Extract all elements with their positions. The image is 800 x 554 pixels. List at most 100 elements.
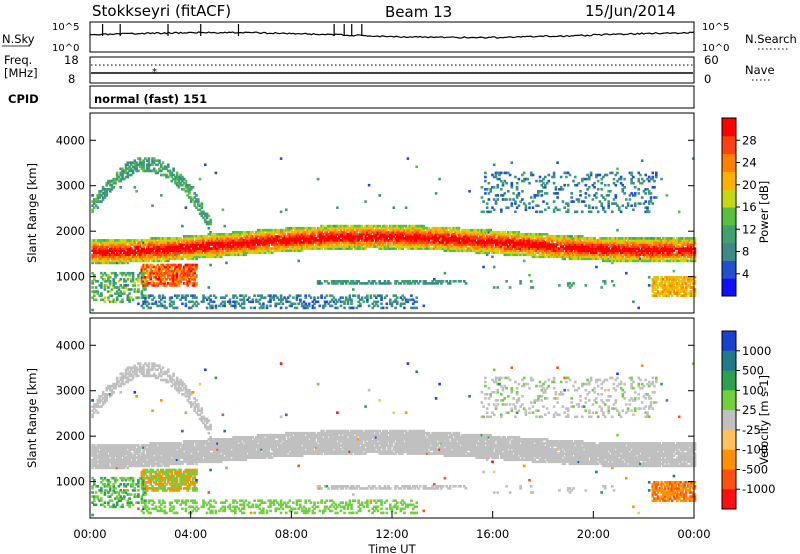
echo-cell [98,239,101,242]
echo-cell [577,255,581,259]
echo-cell [154,171,158,175]
echo-cell [556,253,559,257]
echo-cell [577,200,581,203]
echo-cell [267,233,270,236]
echo-cell [195,251,198,254]
echo-cell [559,253,563,257]
echo-cell [315,243,318,246]
echo-cell [364,228,367,232]
echo-cell [278,231,281,234]
echo-cell [161,167,165,171]
echo-cell [172,269,175,273]
echo-cell [378,224,381,228]
echo-cell [160,263,163,267]
echo-cell [547,255,551,259]
echo-cell [112,271,115,275]
echo-cell [182,255,186,259]
echo-cell [313,226,316,230]
echo-cell [399,296,403,299]
echo-cell [323,231,327,234]
echo-cell [625,243,628,246]
echo-cell [117,288,121,291]
echo-cell [443,245,447,248]
echo-cell [408,239,411,242]
echo-cell [371,282,374,285]
echo-cell [418,243,422,246]
echo-cell [380,294,383,297]
echo-cell [353,247,357,250]
echo-cell [491,247,494,250]
echo-cell [232,237,235,240]
echo-cell [515,235,519,238]
echo-cell [249,231,253,234]
echo-cell [482,241,485,244]
echo-cell [633,255,637,259]
echo-cell [241,294,244,297]
echo-cell [262,239,265,242]
echo-cell [255,241,258,244]
echo-cell [156,271,159,275]
echo-cell [258,237,262,240]
echo-cell [330,247,334,250]
echo-cell [119,294,122,297]
echo-cell [426,235,429,238]
echo-cell [390,247,394,250]
echo-cell [533,247,536,250]
echo-cell [293,237,297,240]
echo-cell [202,300,205,304]
echo-cell [179,278,182,281]
echo-cell [482,247,485,250]
echo-cell [630,204,633,207]
echo-cell [133,165,137,169]
echo-cell [480,233,484,236]
echo-cell [353,294,357,297]
echo-cell [138,161,142,164]
echo-cell [107,296,110,299]
echo-cell [507,245,510,248]
echo-cell [461,247,464,250]
echo-cell [463,235,466,238]
echo-cell [279,294,283,297]
echo-cell [205,237,209,240]
echo-cell [121,173,124,177]
echo-cell [121,245,124,248]
echo-cell [337,247,341,250]
echo-cell [607,247,610,250]
echo-cell [369,237,373,240]
echo-cell [93,292,96,295]
echo-cell [214,233,218,236]
echo-cell [612,253,616,257]
echo-cell [383,224,387,228]
echo-cell [424,280,427,283]
echo-cell [135,251,138,254]
echo-cell [177,239,181,242]
echo-cell [188,282,191,285]
echo-cell [110,271,114,275]
echo-cell [618,245,621,248]
echo-cell [184,271,188,275]
echo-cell [434,243,438,246]
echo-cell [207,286,211,289]
echo-cell [480,241,484,244]
echo-cell [290,245,293,248]
echo-cell [448,228,452,232]
echo-cell [225,294,228,297]
echo-cell [149,269,152,273]
echo-cell [480,251,484,254]
echo-cell [202,210,205,214]
echo-cell [126,271,130,275]
echo-cell [538,175,542,179]
echo-cell [251,249,255,252]
echo-cell [293,241,297,244]
echo-cell [482,239,485,242]
echo-cell [411,231,415,234]
echo-cell [389,298,392,302]
echo-cell [565,243,568,246]
echo-cell [100,286,103,289]
echo-cell [429,247,433,250]
echo-cell [464,239,468,242]
echo-cell [270,241,274,244]
echo-cell [123,261,126,265]
echo-cell [228,247,232,250]
echo-cell [605,243,609,246]
